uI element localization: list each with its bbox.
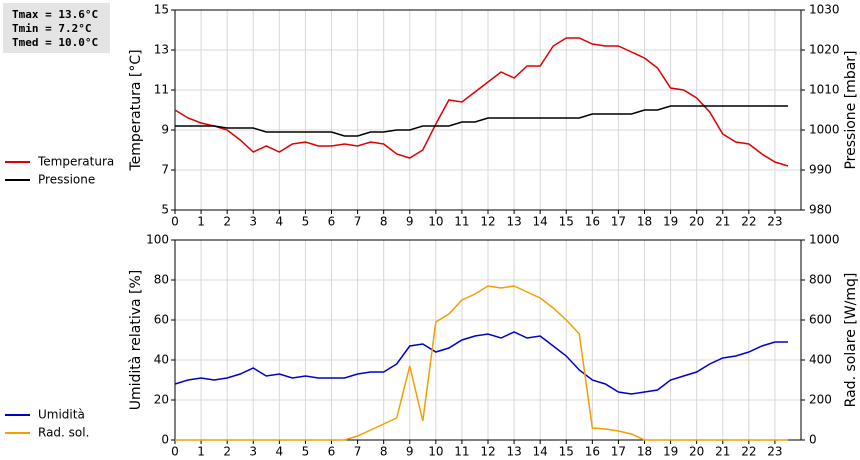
x-tick-label: 16: [585, 445, 600, 459]
x-tick-label: 4: [276, 445, 284, 459]
x-tick-label: 19: [663, 215, 678, 229]
x-tick-label: 17: [611, 445, 626, 459]
y-tick-label: 0: [161, 433, 169, 447]
y-tick-label: 11: [154, 83, 169, 97]
y-tick-label: 40: [154, 353, 169, 367]
x-tick-label: 3: [249, 215, 257, 229]
x-tick-label: 9: [406, 215, 414, 229]
y2-axis-label: Rad. solare [W/mq]: [843, 273, 859, 408]
legend-label: Temperatura: [37, 155, 114, 169]
x-tick-label: 11: [454, 445, 469, 459]
x-tick-label: 22: [741, 445, 756, 459]
stats-text: Tmin = 7.2°C: [12, 22, 91, 35]
x-tick-label: 21: [715, 445, 730, 459]
y-tick-label: 7: [161, 163, 169, 177]
x-tick-label: 1: [197, 445, 205, 459]
y-tick-label: 60: [154, 313, 169, 327]
series-line: [174, 331, 788, 395]
legend-label: Rad. sol.: [38, 426, 89, 440]
y2-tick-label: 600: [809, 313, 832, 327]
x-tick-label: 1: [197, 215, 205, 229]
x-tick-label: 10: [428, 215, 443, 229]
x-tick-label: 13: [506, 445, 521, 459]
y2-tick-label: 980: [809, 203, 832, 217]
x-tick-label: 19: [663, 445, 678, 459]
y-tick-label: 5: [161, 203, 169, 217]
y-tick-label: 9: [161, 123, 169, 137]
y-axis-label: Umidità relativa [%]: [128, 270, 144, 411]
y-tick-label: 15: [154, 3, 169, 17]
y2-tick-label: 200: [809, 393, 832, 407]
stats-text: Tmed = 10.0°C: [12, 36, 98, 49]
y2-tick-label: 800: [809, 273, 832, 287]
y-tick-label: 20: [154, 393, 169, 407]
x-tick-label: 11: [454, 215, 469, 229]
y2-axis-label: Pressione [mbar]: [843, 50, 859, 169]
x-tick-label: 6: [328, 445, 336, 459]
x-tick-label: 6: [328, 215, 336, 229]
x-tick-label: 3: [249, 445, 257, 459]
y2-tick-label: 1000: [809, 123, 840, 137]
x-tick-label: 23: [767, 215, 782, 229]
x-tick-label: 20: [689, 445, 704, 459]
x-tick-label: 7: [354, 445, 362, 459]
series-line: [174, 37, 789, 167]
x-tick-label: 15: [559, 215, 574, 229]
x-tick-label: 4: [276, 215, 284, 229]
x-tick-label: 22: [741, 215, 756, 229]
stats-text: Tmax = 13.6°C: [12, 8, 98, 21]
x-tick-label: 18: [637, 445, 652, 459]
x-tick-label: 0: [171, 215, 179, 229]
x-tick-label: 14: [533, 445, 548, 459]
y2-tick-label: 1000: [809, 233, 840, 247]
x-tick-label: 21: [715, 215, 730, 229]
legend-label: Pressione: [38, 173, 95, 187]
y2-tick-label: 1030: [809, 3, 840, 17]
x-tick-label: 8: [380, 215, 388, 229]
y2-tick-label: 1010: [809, 83, 840, 97]
x-tick-label: 23: [767, 445, 782, 459]
x-tick-label: 2: [223, 445, 231, 459]
x-tick-label: 9: [406, 445, 414, 459]
x-tick-label: 2: [223, 215, 231, 229]
y2-tick-label: 0: [809, 433, 817, 447]
y-axis-label: Temperatura [°C]: [128, 49, 144, 171]
y-tick-label: 13: [154, 43, 169, 57]
x-tick-label: 7: [354, 215, 362, 229]
x-tick-label: 5: [302, 215, 310, 229]
x-tick-label: 16: [585, 215, 600, 229]
stats-box: [3, 3, 110, 53]
x-tick-label: 5: [302, 445, 310, 459]
x-tick-label: 18: [637, 215, 652, 229]
x-tick-label: 12: [480, 215, 495, 229]
x-tick-label: 14: [533, 215, 548, 229]
x-tick-label: 12: [480, 445, 495, 459]
plot-frame: [174, 239, 802, 441]
series-line: [175, 285, 788, 441]
x-tick-label: 15: [559, 445, 574, 459]
y2-tick-label: 1020: [809, 43, 840, 57]
y-tick-label: 100: [146, 233, 169, 247]
y2-tick-label: 990: [809, 163, 832, 177]
x-tick-label: 10: [428, 445, 443, 459]
x-tick-label: 13: [506, 215, 521, 229]
legend-label: Umidità: [38, 408, 85, 422]
x-tick-label: 0: [171, 445, 179, 459]
x-tick-label: 17: [611, 215, 626, 229]
y-tick-label: 80: [154, 273, 169, 287]
y2-tick-label: 400: [809, 353, 832, 367]
series-line: [175, 105, 788, 137]
x-tick-label: 20: [689, 215, 704, 229]
x-tick-label: 8: [380, 445, 388, 459]
